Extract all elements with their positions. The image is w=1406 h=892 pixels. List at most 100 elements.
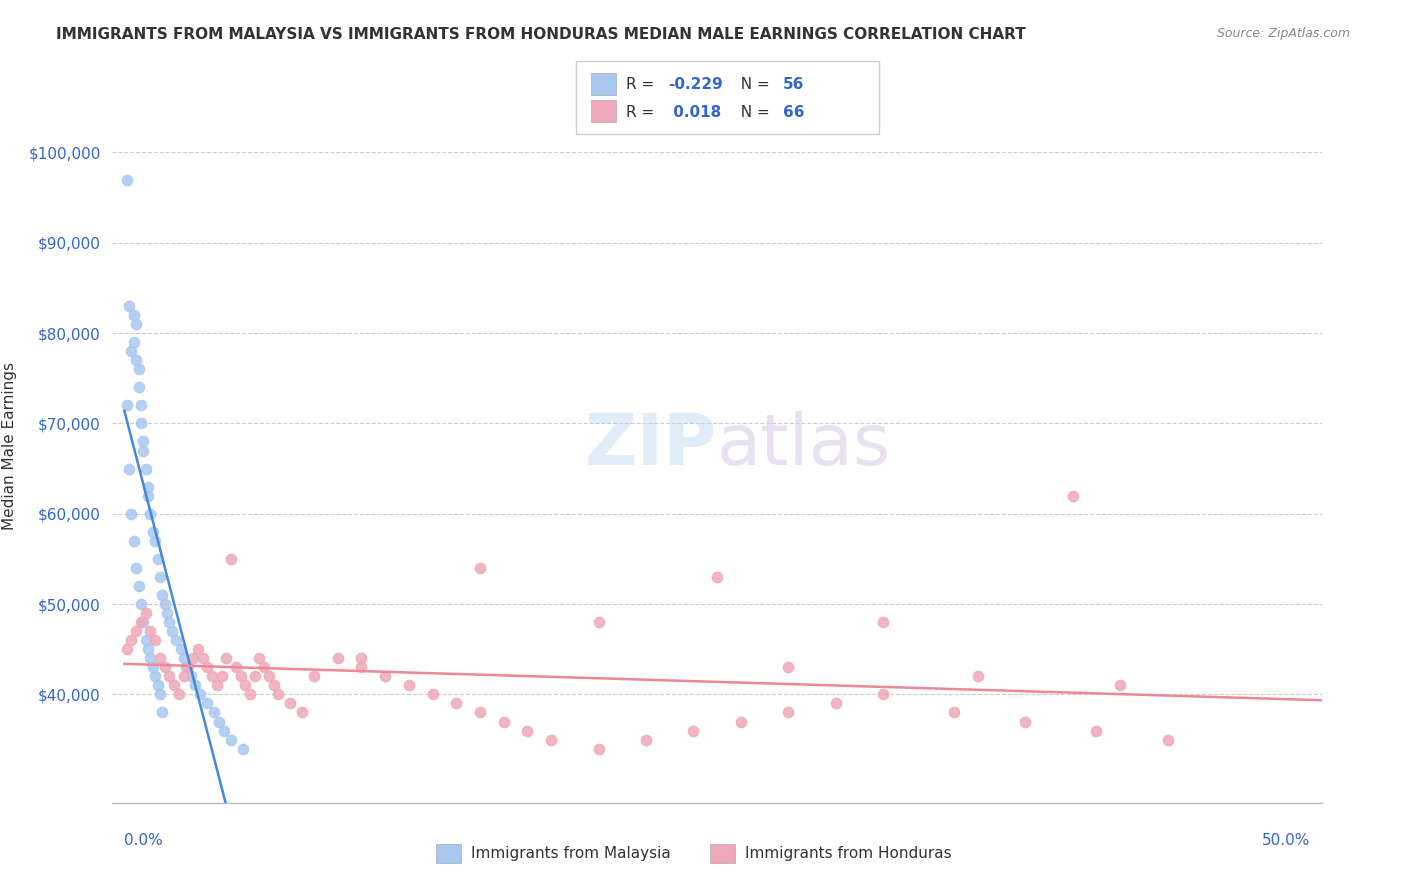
Point [943, 706, 966, 720]
Point [872, 687, 894, 701]
Point [115, 172, 138, 186]
Point [118, 299, 141, 313]
Point [115, 642, 138, 657]
Point [195, 697, 218, 711]
Text: 50.0%: 50.0% [1261, 833, 1310, 848]
Point [229, 669, 252, 683]
Point [588, 615, 610, 629]
Point [263, 678, 285, 692]
Point [120, 344, 142, 359]
Point [706, 570, 728, 584]
Point [205, 678, 228, 692]
Text: Immigrants from Malaysia: Immigrants from Malaysia [471, 847, 671, 861]
Point [588, 741, 610, 756]
Point [212, 723, 235, 738]
Point [153, 597, 176, 611]
Point [150, 706, 173, 720]
Point [824, 697, 846, 711]
Point [142, 524, 165, 539]
Point [120, 633, 142, 648]
Point [149, 687, 172, 701]
Point [142, 660, 165, 674]
Point [135, 633, 157, 648]
Point [516, 723, 538, 738]
Text: R =: R = [626, 105, 659, 120]
Point [302, 669, 325, 683]
Point [253, 660, 276, 674]
Point [129, 597, 152, 611]
Point [1109, 678, 1132, 692]
Point [129, 615, 152, 629]
Point [167, 687, 190, 701]
Point [208, 714, 231, 729]
Point [173, 651, 195, 665]
Point [243, 669, 266, 683]
Text: N =: N = [731, 78, 775, 92]
Point [966, 669, 988, 683]
Point [374, 669, 396, 683]
Point [278, 697, 301, 711]
Point [180, 669, 202, 683]
Point [219, 552, 242, 566]
Point [422, 687, 444, 701]
Point [170, 642, 193, 657]
Point [350, 660, 373, 674]
Point [156, 606, 179, 620]
Point [232, 741, 254, 756]
Point [239, 687, 262, 701]
Point [492, 714, 515, 729]
Point [634, 732, 657, 747]
Point [188, 687, 211, 701]
Point [122, 533, 145, 548]
Point [187, 642, 209, 657]
Point [326, 651, 349, 665]
Text: N =: N = [731, 105, 775, 120]
Point [446, 697, 468, 711]
Point [468, 706, 491, 720]
Point [132, 615, 155, 629]
Point [120, 507, 142, 521]
Point [195, 660, 218, 674]
Point [219, 732, 242, 747]
Point [150, 588, 173, 602]
Point [128, 380, 150, 394]
Text: Source: ZipAtlas.com: Source: ZipAtlas.com [1216, 27, 1350, 40]
Point [149, 651, 172, 665]
Point [211, 669, 233, 683]
Point [174, 660, 197, 674]
Point [540, 732, 562, 747]
Text: R =: R = [626, 78, 659, 92]
Point [1062, 489, 1084, 503]
Point [1085, 723, 1108, 738]
Point [125, 561, 148, 575]
Point [215, 651, 238, 665]
Point [225, 660, 247, 674]
Text: -0.229: -0.229 [668, 78, 723, 92]
Point [249, 651, 271, 665]
Point [149, 570, 172, 584]
Text: ZIP: ZIP [585, 411, 717, 481]
Point [682, 723, 704, 738]
Point [468, 561, 491, 575]
Point [153, 660, 176, 674]
Point [267, 687, 290, 701]
Point [129, 417, 152, 431]
Point [143, 533, 166, 548]
Point [173, 669, 195, 683]
Point [1156, 732, 1178, 747]
Point [115, 398, 138, 412]
Text: Immigrants from Honduras: Immigrants from Honduras [745, 847, 952, 861]
Point [118, 461, 141, 475]
Point [291, 706, 314, 720]
Point [350, 651, 373, 665]
Point [257, 669, 280, 683]
Point [143, 633, 166, 648]
Text: IMMIGRANTS FROM MALAYSIA VS IMMIGRANTS FROM HONDURAS MEDIAN MALE EARNINGS CORREL: IMMIGRANTS FROM MALAYSIA VS IMMIGRANTS F… [56, 27, 1026, 42]
Point [201, 669, 224, 683]
Point [139, 624, 162, 639]
Point [163, 678, 186, 692]
Point [125, 317, 148, 331]
Point [398, 678, 420, 692]
Point [204, 706, 226, 720]
Point [128, 579, 150, 593]
